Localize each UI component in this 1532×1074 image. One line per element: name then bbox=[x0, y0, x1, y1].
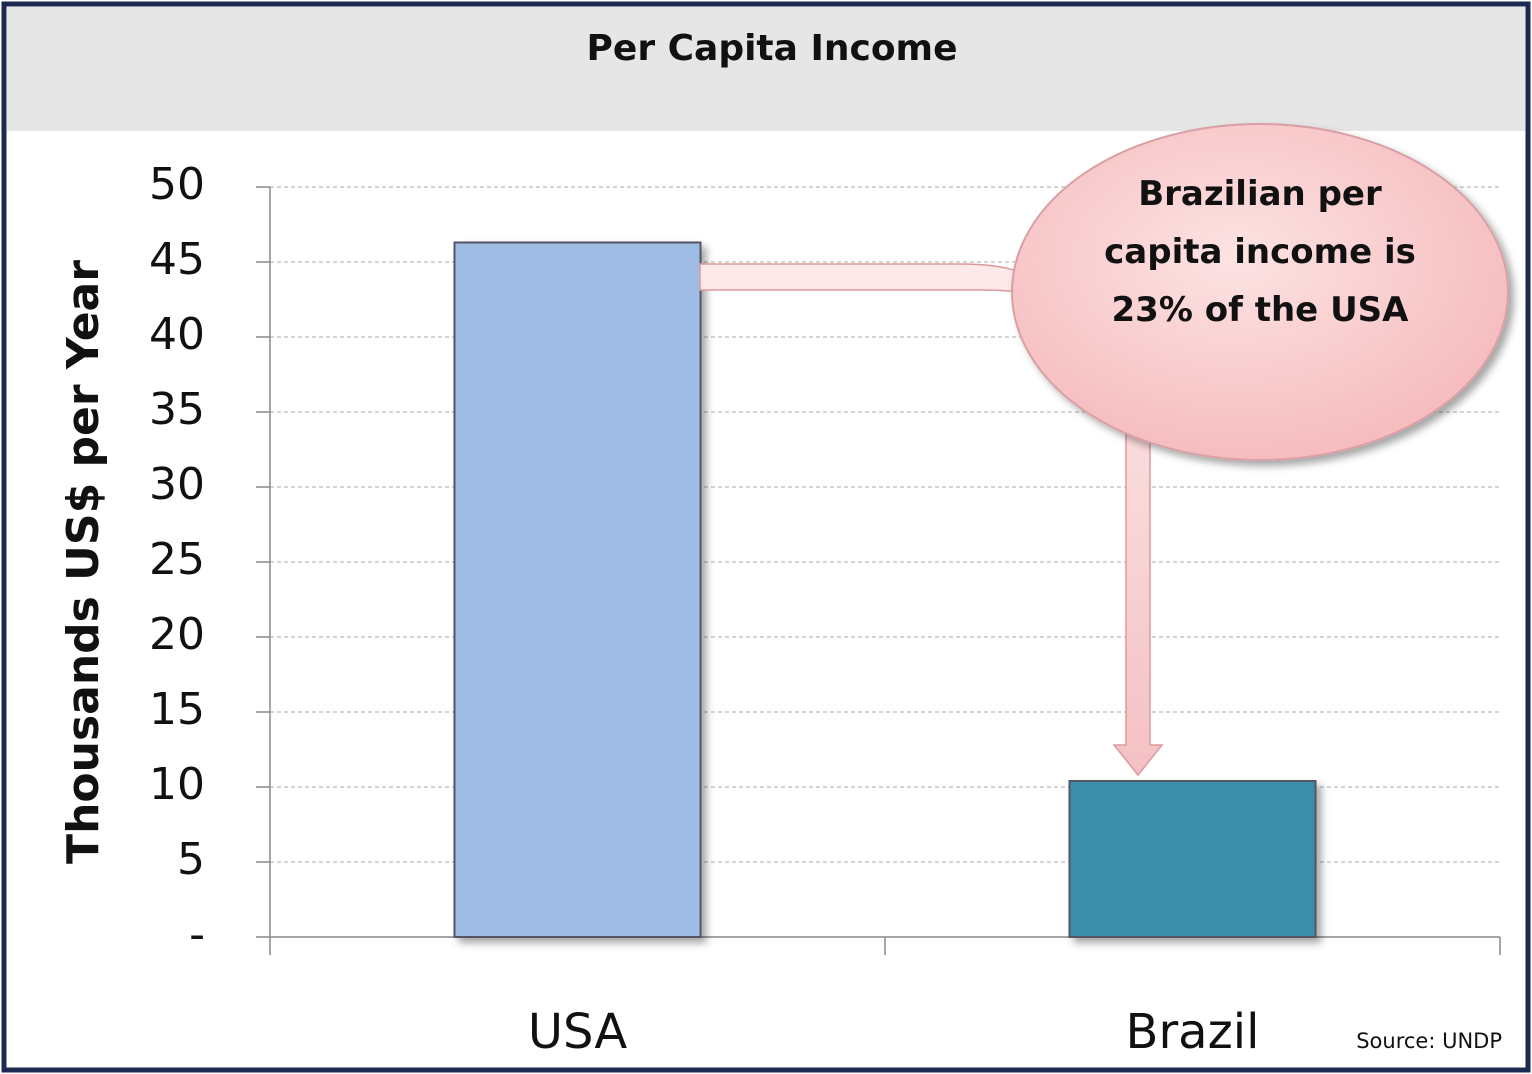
title-band bbox=[7, 7, 1525, 131]
source: Source: UNDP bbox=[1356, 1029, 1502, 1053]
plot-area: - 5 10 15 20 25 30 35 40 45 50 USA Brazil bbox=[149, 159, 1501, 1060]
callout bbox=[1011, 123, 1509, 461]
y-tick-label: 20 bbox=[149, 609, 205, 660]
y-tick-label: - bbox=[189, 909, 205, 960]
y-tick-label: 10 bbox=[149, 759, 205, 810]
chart-title: Per Capita Income bbox=[587, 28, 958, 69]
y-tick-label: 25 bbox=[149, 534, 205, 585]
bar bbox=[1068, 780, 1317, 938]
y-tick-label: 50 bbox=[149, 159, 205, 210]
callout-box: Brazilian per capita income is 23% of th… bbox=[1104, 174, 1416, 330]
y-tick-label: 35 bbox=[149, 384, 205, 435]
bar bbox=[453, 241, 702, 938]
x-tick-label: Brazil bbox=[1126, 1004, 1260, 1060]
y-tick-label: 40 bbox=[149, 309, 205, 360]
y-tick-label: 15 bbox=[149, 684, 205, 735]
x-tick-label: USA bbox=[528, 1004, 627, 1060]
y-tick-label: 30 bbox=[149, 459, 205, 510]
callout-text: Brazilian per capita income is 23% of th… bbox=[1104, 174, 1416, 330]
y-tick-label: 45 bbox=[149, 234, 205, 285]
y-axis-label: Thousands US$ per Year bbox=[58, 260, 109, 864]
y-tick-label: 5 bbox=[177, 834, 205, 885]
